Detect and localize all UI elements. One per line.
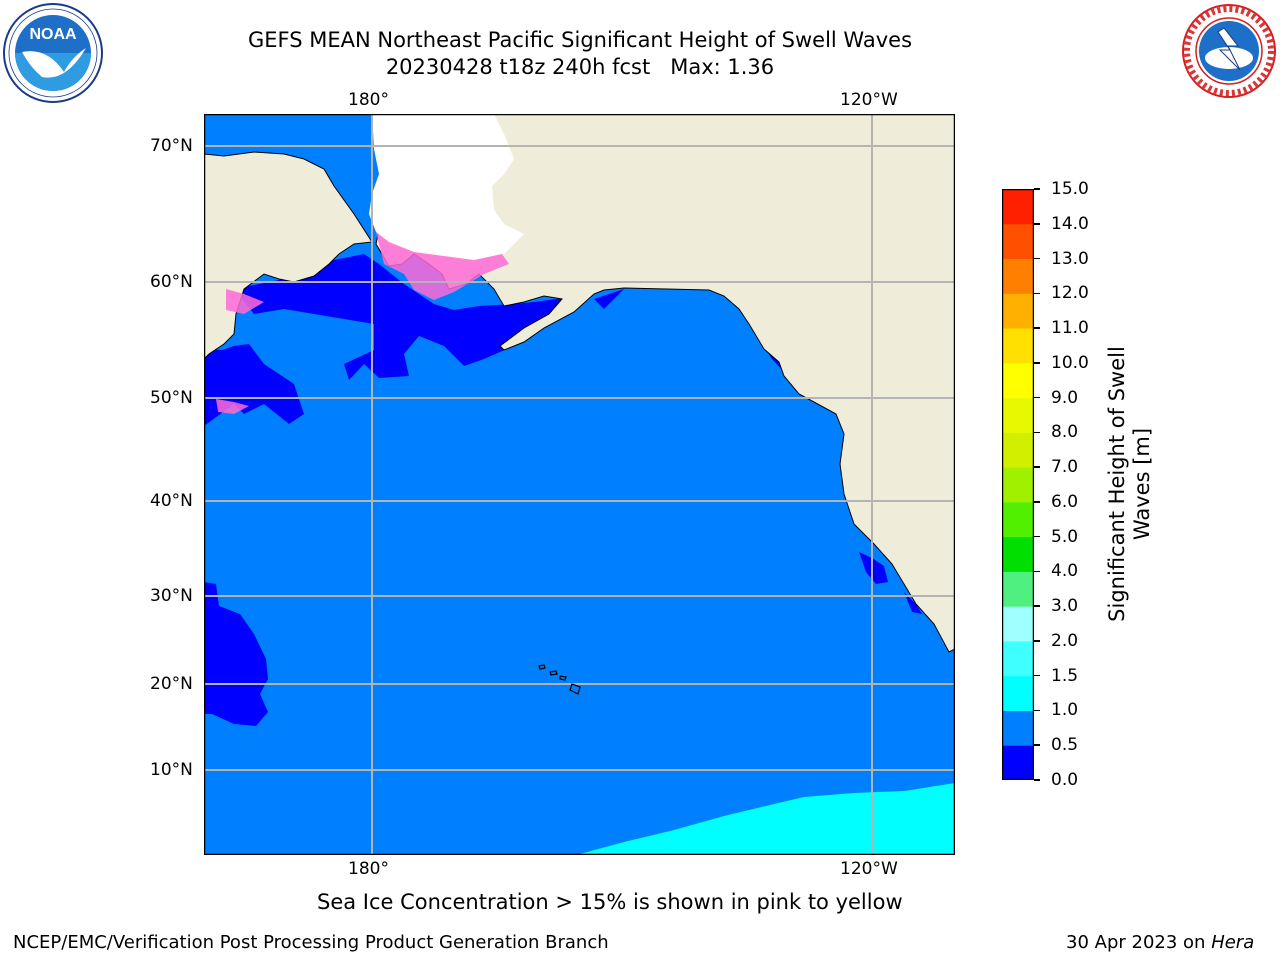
colorbar-tick-mark bbox=[1034, 535, 1040, 538]
colorbar-tick-label: 8.0 bbox=[1051, 422, 1079, 443]
colorbar-tick-mark bbox=[1034, 396, 1040, 399]
colorbar-tick-label: 11.0 bbox=[1051, 318, 1089, 339]
colorbar-segment bbox=[1002, 536, 1034, 572]
y-tick-1: 60°N bbox=[150, 272, 193, 292]
colorbar-tick-mark bbox=[1034, 327, 1040, 329]
colorbar-ticks: 15.0 14.0 13.0 12.0 11.0 10.0 9.0 8.0 7.0 6.0 5.0 4… bbox=[1034, 179, 1114, 790]
colorbar-tick-label: 7.0 bbox=[1051, 457, 1079, 478]
ice-edge-pink-south bbox=[216, 399, 249, 414]
credit-date: 30 Apr 2023 on bbox=[1066, 932, 1206, 953]
ice-edge-pink-west bbox=[226, 289, 264, 314]
colorbar-tick-label: 6.0 bbox=[1051, 491, 1079, 512]
colorbar-tick-label: 14.0 bbox=[1051, 213, 1089, 234]
colorbar-tick-label: 2.0 bbox=[1051, 630, 1079, 651]
x-tick-bottom-1: 120°W bbox=[840, 859, 898, 879]
y-tick-6: 10°N bbox=[150, 760, 193, 780]
noaa-logo-text: NOAA bbox=[29, 26, 77, 43]
low-swell-gulf-patch bbox=[594, 289, 624, 309]
colorbar-tick-label: 1.0 bbox=[1051, 700, 1079, 721]
colorbar-tick-mark bbox=[1034, 257, 1040, 260]
colorbar-tick-mark bbox=[1034, 779, 1040, 781]
graticule bbox=[204, 114, 955, 855]
colorbar-segment bbox=[1002, 675, 1034, 711]
colorbar-segment bbox=[1002, 606, 1034, 642]
colorbar-segment bbox=[1002, 362, 1034, 399]
credit-host: Hera bbox=[1211, 932, 1255, 953]
colorbar-segment bbox=[1002, 501, 1034, 538]
noaa-logo: NOAA bbox=[2, 2, 104, 104]
y-tick-4: 30°N bbox=[150, 586, 193, 606]
ice-region bbox=[369, 114, 524, 262]
colorbar-segment bbox=[1002, 397, 1034, 433]
colorbar bbox=[1001, 154, 1035, 781]
low-swell-region-north bbox=[234, 254, 564, 380]
y-tick-0: 70°N bbox=[150, 136, 193, 156]
colorbar-tick-label: 1.5 bbox=[1051, 665, 1079, 686]
colorbar-segment bbox=[1002, 710, 1034, 746]
map-frame bbox=[203, 113, 956, 856]
colorbar-segment bbox=[1002, 467, 1034, 503]
x-tick-bottom-0: 180° bbox=[348, 859, 389, 879]
colorbar-tick-label: 0.0 bbox=[1051, 770, 1079, 790]
colorbar-tick-label: 4.0 bbox=[1051, 561, 1079, 582]
ice-edge-pink bbox=[376, 232, 509, 300]
colorbar-segment bbox=[1002, 328, 1034, 364]
colorbar-tick-mark bbox=[1034, 674, 1040, 677]
hawaii-islands bbox=[538, 664, 581, 695]
sea-ice-note: Sea Ice Concentration > 15% is shown in … bbox=[317, 890, 903, 914]
nws-logo bbox=[1178, 0, 1280, 102]
low-swell-baja-patch-2 bbox=[904, 592, 922, 614]
y-tick-5: 20°N bbox=[150, 674, 193, 694]
colorbar-tick-mark bbox=[1034, 466, 1040, 468]
y-tick-2: 50°N bbox=[150, 388, 193, 408]
colorbar-tick-mark bbox=[1034, 709, 1040, 712]
colorbar-tick-mark bbox=[1034, 362, 1040, 364]
y-tick-3: 40°N bbox=[150, 491, 193, 511]
colorbar-tick-mark bbox=[1034, 501, 1040, 503]
colorbar-segment bbox=[1002, 223, 1034, 260]
colorbar-segment bbox=[1002, 258, 1034, 294]
colorbar-tick-mark bbox=[1034, 744, 1040, 746]
colorbar-tick-mark bbox=[1034, 292, 1040, 295]
low-swell-region-west bbox=[204, 582, 268, 726]
colorbar-tick-label: 10.0 bbox=[1051, 352, 1089, 373]
colorbar-segment bbox=[1002, 293, 1034, 329]
colorbar-segment bbox=[1002, 745, 1034, 781]
colorbar-segment bbox=[1002, 432, 1034, 468]
colorbar-tick-label: 15.0 bbox=[1051, 179, 1089, 199]
map-canvas bbox=[203, 113, 956, 856]
colorbar-tick-label: 9.0 bbox=[1051, 387, 1079, 408]
colorbar-tick-mark bbox=[1034, 640, 1040, 642]
colorbar-tick-mark bbox=[1034, 431, 1040, 434]
colorbar-tick-label: 3.0 bbox=[1051, 596, 1079, 617]
colorbar-segment bbox=[1002, 640, 1034, 677]
colorbar-segment bbox=[1002, 189, 1034, 225]
colorbar-label: Significant Height of Swell Waves [m] bbox=[1105, 346, 1154, 622]
colorbar-tick-label: 12.0 bbox=[1051, 283, 1089, 304]
chart-title: GEFS MEAN Northeast Pacific Significant … bbox=[247, 28, 913, 52]
x-tick-top-1: 120°W bbox=[840, 90, 898, 110]
colorbar-tick-label: 0.5 bbox=[1051, 735, 1079, 756]
credit-right: 30 Apr 2023 on Hera bbox=[1066, 932, 1254, 953]
low-swell-baja-patch bbox=[859, 552, 888, 584]
colorbar-tick-label: 5.0 bbox=[1051, 526, 1079, 547]
credit-left: NCEP/EMC/Verification Post Processing Pr… bbox=[13, 932, 609, 953]
high-swell-region bbox=[576, 783, 955, 855]
land-asia bbox=[203, 114, 373, 361]
colorbar-tick-mark bbox=[1034, 605, 1040, 607]
colorbar-tick-mark bbox=[1034, 188, 1040, 190]
colorbar-tick-mark bbox=[1034, 570, 1040, 573]
x-tick-top-0: 180° bbox=[348, 90, 389, 110]
chart-subtitle: 20230428 t18z 240h fcst Max: 1.36 bbox=[385, 55, 775, 79]
colorbar-tick-label: 13.0 bbox=[1051, 248, 1089, 269]
colorbar-tick-mark bbox=[1034, 223, 1040, 225]
colorbar-segment bbox=[1002, 571, 1034, 607]
